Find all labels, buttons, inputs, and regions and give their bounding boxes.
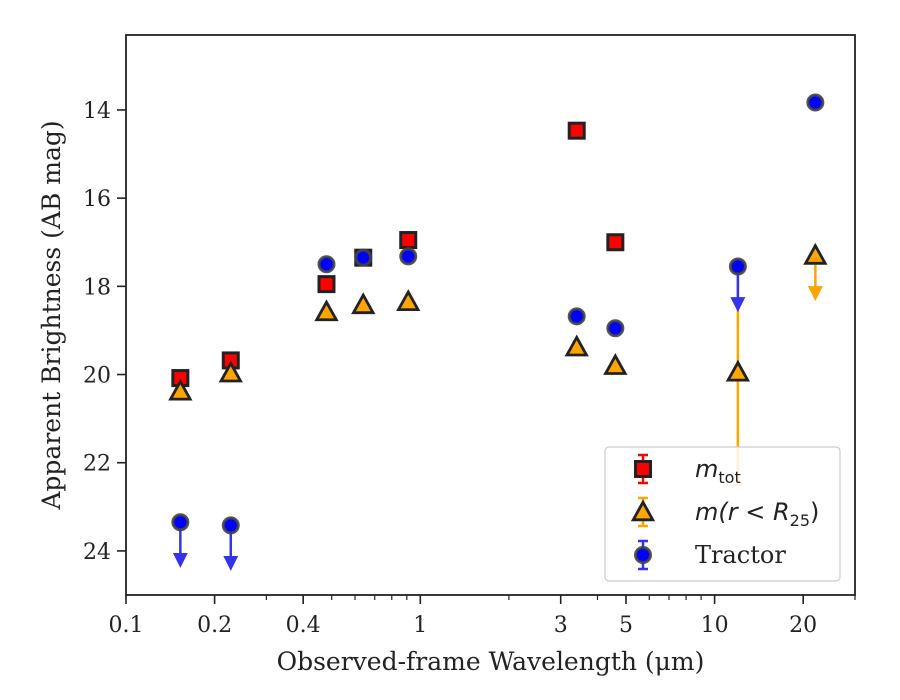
data-point-triangle [351,292,376,315]
data-point-circle [221,516,240,535]
data-point-square [317,275,336,294]
data-point-circle [806,93,825,112]
legend-label: Tractor [695,541,786,569]
x-tick-label: 1 [413,613,427,638]
x-tick-label: 0.4 [286,613,321,638]
data-point-triangle [218,360,243,383]
data-point-triangle [396,289,421,311]
x-tick-label: 3 [554,613,568,638]
x-tick-label: 20 [789,613,817,638]
x-tick-label: 10 [701,613,729,638]
x-tick-label: 0.2 [197,613,232,638]
data-point-square [399,231,418,250]
legend-marker-circle [634,546,652,564]
data-point-circle [606,319,625,338]
legend-label: m(r < R25) [695,498,819,530]
x-tick-label: 0.1 [109,613,144,638]
y-tick-label: 20 [83,364,111,389]
data-point-circle [354,248,373,267]
y-tick-label: 24 [83,540,111,565]
x-tick-label: 5 [619,613,633,638]
data-point-triangle [603,353,628,375]
data-point-square [606,233,625,252]
legend-marker-triangle [630,499,656,522]
data-point-circle [567,307,586,326]
legend-marker-square [634,460,652,478]
data-point-triangle [803,242,828,265]
legend-box [604,446,841,582]
data-point-circle [399,247,418,266]
data-point-circle [171,513,190,532]
data-point-circle [317,255,336,274]
x-axis-label: Observed-frame Wavelength (μm) [277,647,705,676]
y-axis-label: Apparent Brightness (AB mag) [37,120,66,510]
data-point-triangle [564,334,589,357]
data-point-triangle [168,378,193,401]
data-point-triangle [314,299,339,322]
y-tick-label: 22 [83,452,111,477]
plot-frame [125,34,856,596]
data-point-square [567,121,586,140]
y-tick-label: 14 [83,99,111,124]
data-point-triangle [725,359,751,382]
y-tick-label: 16 [83,187,111,212]
data-point-circle [728,257,747,276]
y-tick-label: 18 [83,275,111,300]
